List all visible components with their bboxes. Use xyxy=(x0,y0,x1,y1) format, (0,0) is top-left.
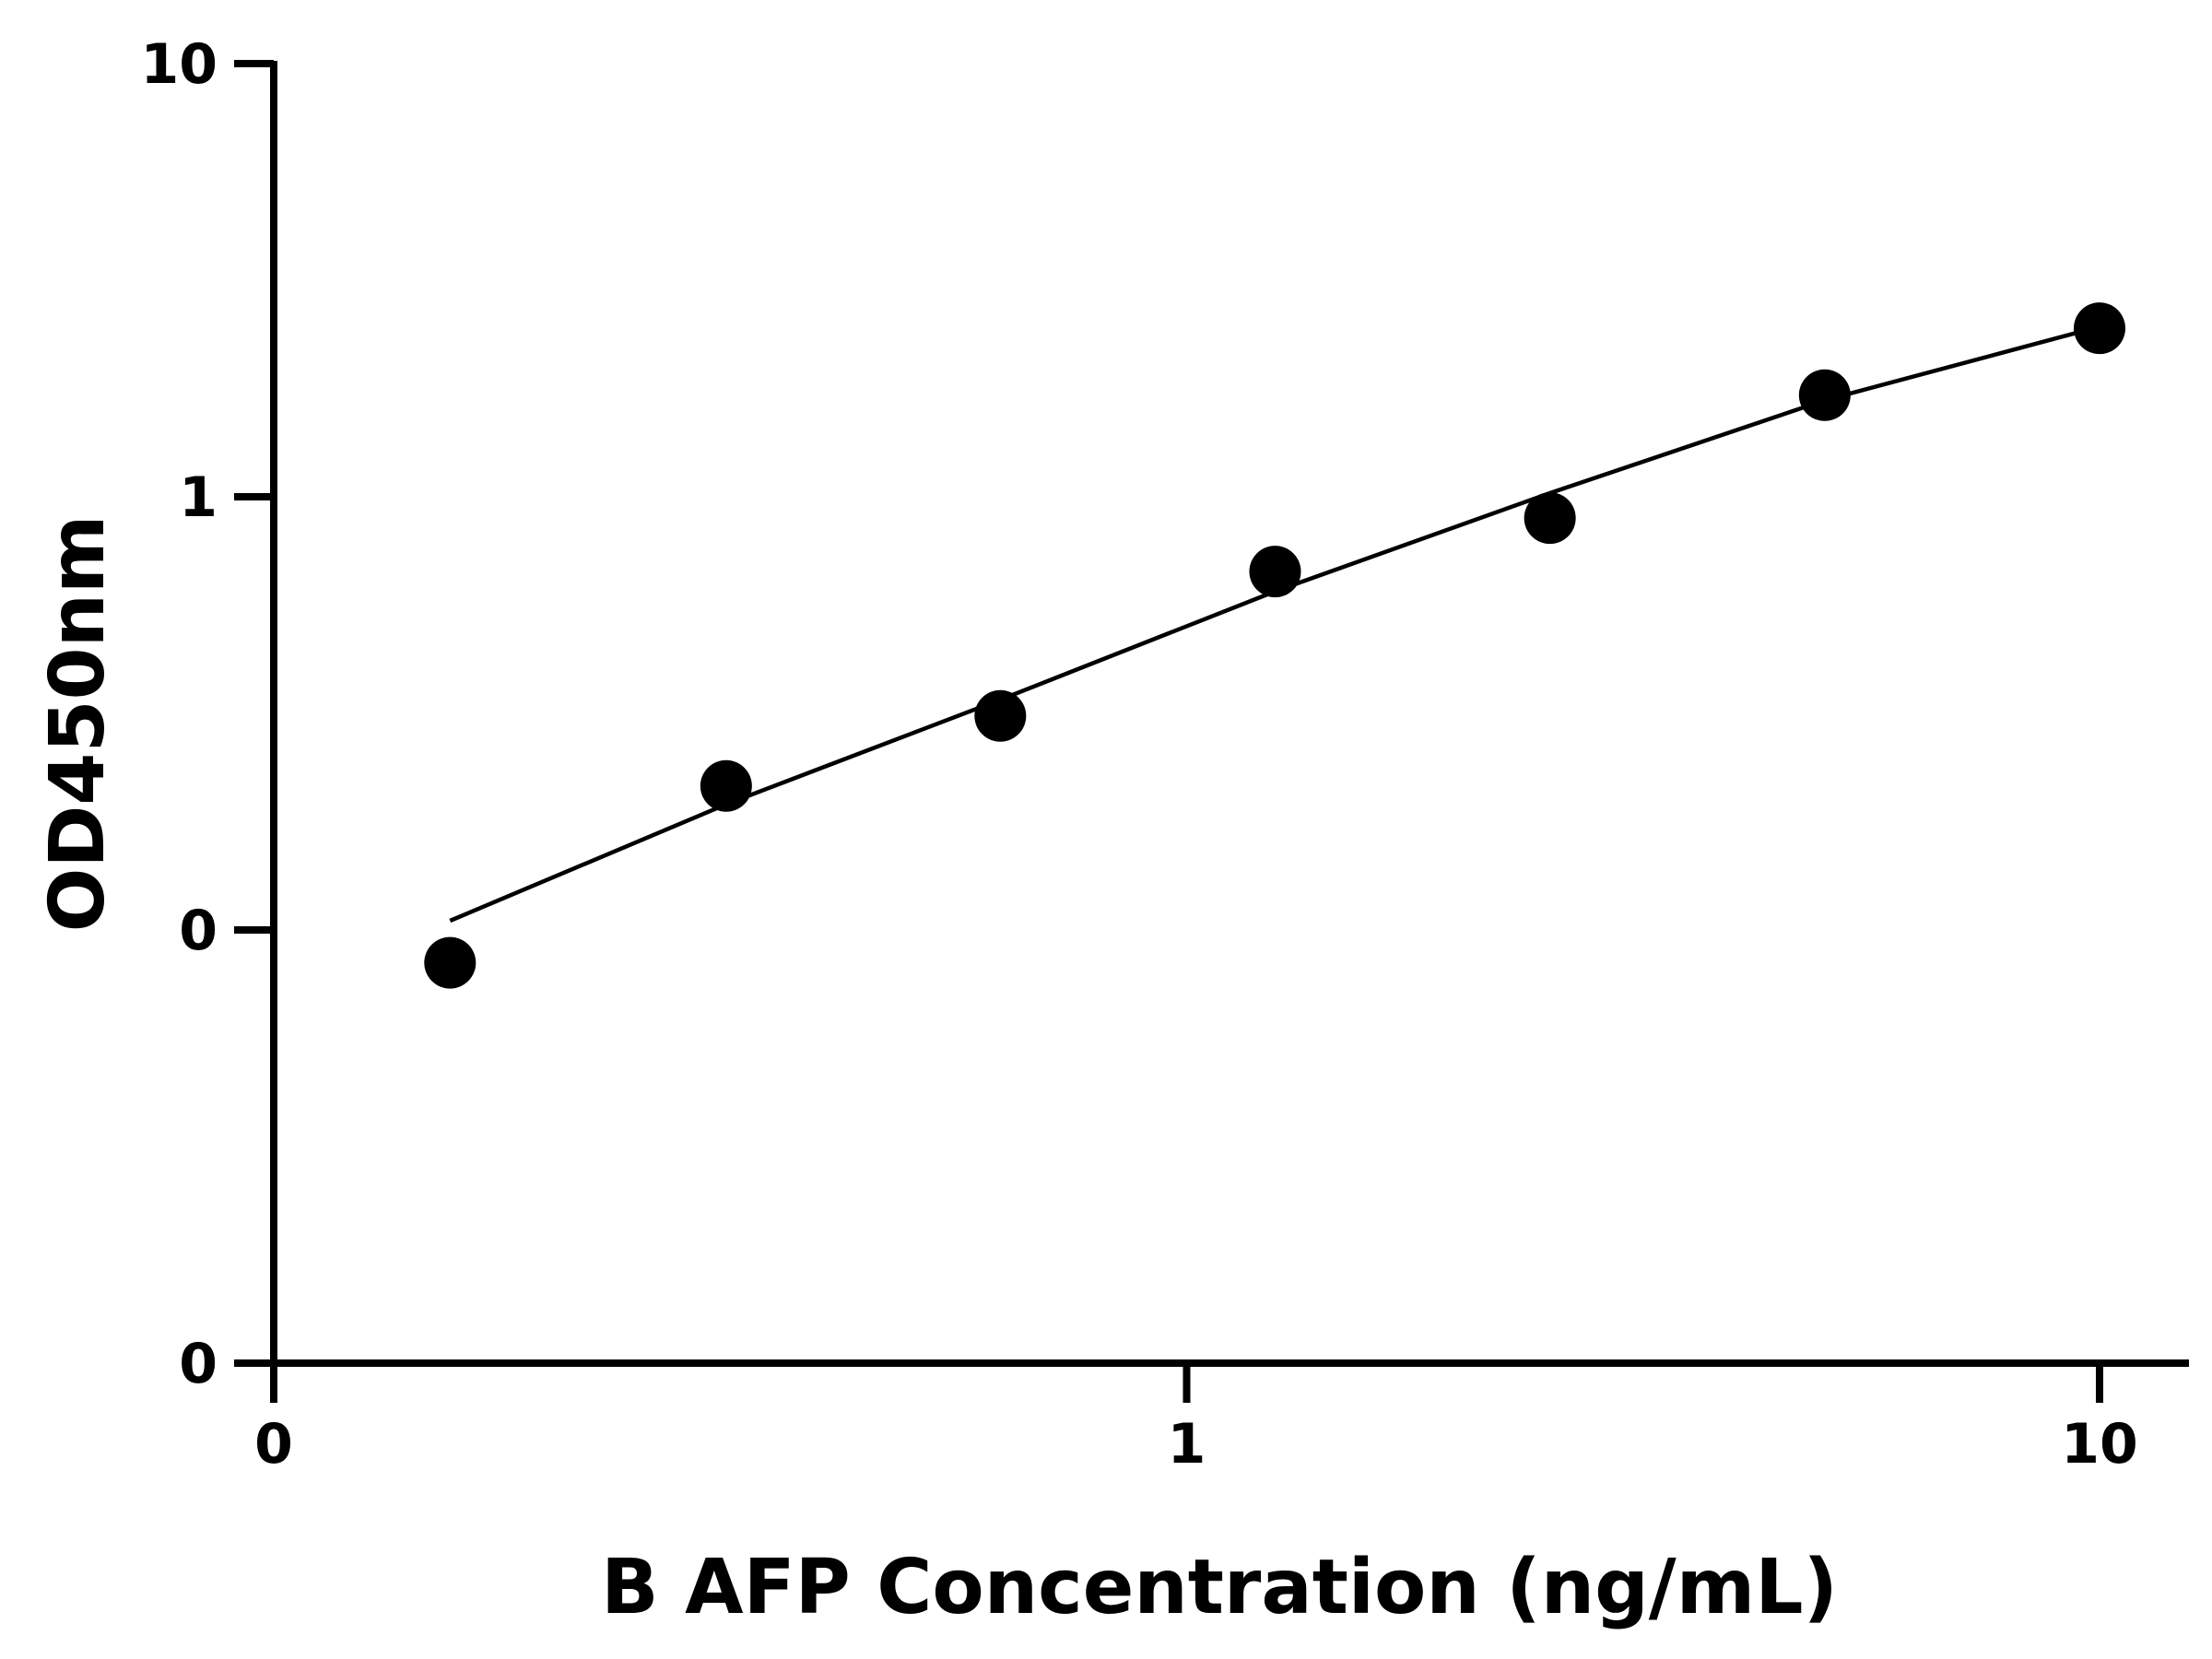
data-points xyxy=(424,302,2125,989)
y-tick-label: 0 xyxy=(179,899,218,963)
y-tick-label: 0 xyxy=(179,1332,218,1396)
y-axis-title: OD450nm xyxy=(34,515,122,933)
data-point xyxy=(2074,302,2125,355)
x-ticks: 0 1 10 xyxy=(254,1363,2138,1477)
data-point xyxy=(1249,546,1301,598)
data-point xyxy=(1524,492,1576,545)
fit-curve-line xyxy=(449,324,2100,924)
x-tick-label: 1 xyxy=(1168,1412,1206,1477)
data-point xyxy=(1798,369,1851,421)
data-point xyxy=(424,936,477,989)
x-tick-label: 0 xyxy=(254,1412,293,1477)
y-tick-label: 1 xyxy=(179,465,218,530)
axes xyxy=(234,61,2189,1367)
y-tick-label: 10 xyxy=(141,32,218,97)
data-point xyxy=(700,759,752,812)
data-point xyxy=(974,689,1027,742)
x-tick-label: 10 xyxy=(2061,1412,2138,1477)
x-axis-title: B AFP Concentration (ng/mL) xyxy=(601,1544,1838,1631)
y-ticks: 0 0 1 10 xyxy=(141,32,274,1396)
